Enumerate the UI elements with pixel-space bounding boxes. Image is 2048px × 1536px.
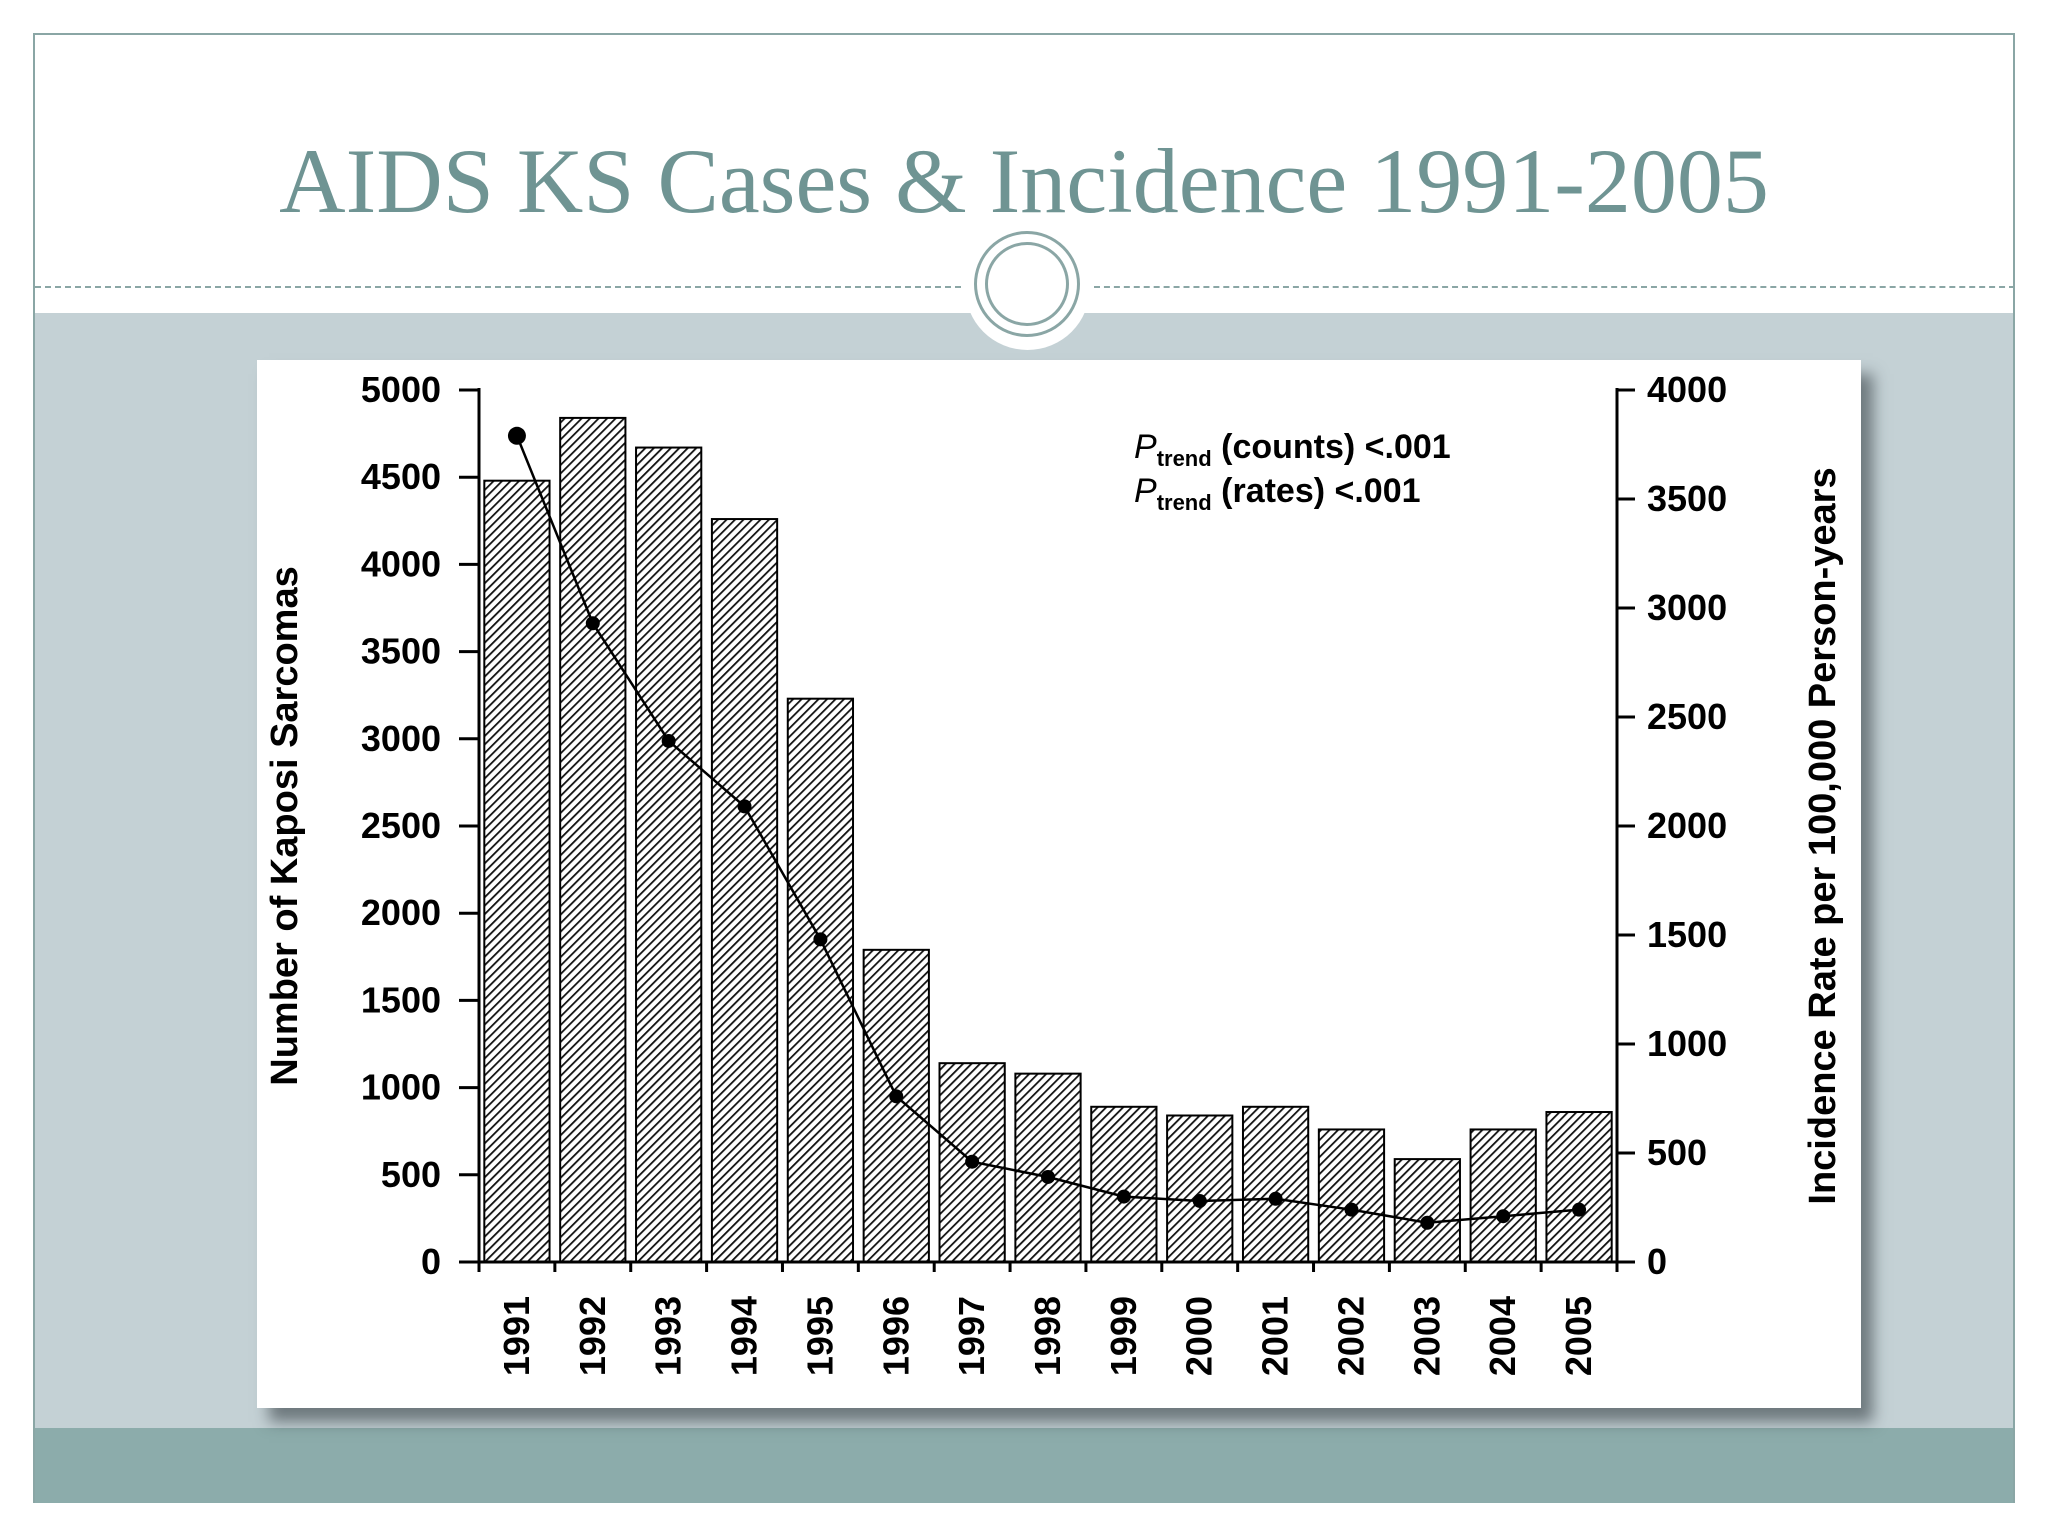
bar-1994: [710, 518, 779, 1263]
rate-point-1993: [661, 733, 676, 748]
rate-point-1992: [585, 616, 600, 631]
x-tick-label-1998: 1998: [1027, 1296, 1068, 1376]
x-tick-label-1997: 1997: [951, 1296, 992, 1376]
x-tick-label-1996: 1996: [875, 1296, 916, 1376]
x-tick-label-1995: 1995: [799, 1296, 840, 1376]
y-right-tick-label: 4000: [1647, 369, 1727, 410]
bar-2000: [1166, 1114, 1234, 1264]
y-left-tick-label: 3500: [361, 631, 441, 672]
y-right-tick-label: 3500: [1647, 478, 1727, 519]
y-axis-left-title: Number of Kaposi Sarcomas: [264, 566, 306, 1085]
y-right-tick-label: 2000: [1647, 805, 1727, 846]
rate-point-1998: [1041, 1169, 1055, 1184]
bar-1999: [1090, 1105, 1158, 1263]
bar-1998: [1014, 1072, 1082, 1264]
x-tick-label-1999: 1999: [1103, 1296, 1144, 1376]
y-left-tick-label: 500: [381, 1154, 441, 1195]
rate-point-2002: [1344, 1202, 1359, 1217]
y-left-tick-label: 2000: [361, 892, 441, 933]
y-axis-right-title: Incidence Rate per 100,000 Person-years: [1802, 467, 1844, 1204]
divider-line-right: [1094, 286, 2015, 288]
rate-point-2004: [1496, 1209, 1511, 1224]
y-left-tick-label: 3000: [361, 718, 441, 759]
y-right-tick-label: 0: [1647, 1241, 1667, 1282]
rate-point-2001: [1268, 1191, 1283, 1206]
rate-point-1991: [507, 426, 526, 445]
slide-title: AIDS KS Cases & Incidence 1991-2005: [279, 130, 1769, 232]
x-tick-label-2003: 2003: [1406, 1296, 1447, 1376]
x-tick-label-2002: 2002: [1330, 1296, 1371, 1376]
x-tick-label-2000: 2000: [1179, 1296, 1220, 1376]
bar-2003: [1393, 1158, 1461, 1263]
rate-point-1994: [737, 799, 752, 814]
y-right-tick-label: 3000: [1647, 587, 1727, 628]
rate-point-2003: [1420, 1215, 1435, 1230]
rate-point-1995: [813, 932, 828, 947]
rate-point-1997: [965, 1154, 980, 1169]
bar-2002: [1317, 1128, 1386, 1263]
slide-footer-band: [35, 1428, 2013, 1503]
y-right-tick-label: 500: [1647, 1132, 1707, 1173]
ornament-ring-inner: [985, 242, 1069, 326]
x-tick-label-2004: 2004: [1482, 1296, 1523, 1376]
bar-1991: [483, 479, 551, 1264]
bar-1995: [786, 697, 855, 1263]
bar-2001: [1241, 1105, 1310, 1263]
x-tick-label-1993: 1993: [648, 1296, 689, 1376]
y-left-tick-label: 1500: [361, 979, 441, 1020]
chart-panel: 0 500 1000 1500 2000 2500 3000 3500 4000 4500 5000…: [257, 360, 1861, 1408]
x-tick-label-1992: 1992: [572, 1296, 613, 1376]
divider-line-left: [35, 286, 961, 288]
x-tick-label-1991: 1991: [496, 1296, 537, 1376]
bar-2005: [1545, 1111, 1613, 1263]
p-trend-annotation: Ptrend (rates) <.001: [1134, 472, 1421, 515]
bar-1992: [559, 416, 627, 1264]
rate-point-2005: [1572, 1202, 1587, 1217]
y-right-tick-label: 2500: [1647, 696, 1727, 737]
rate-point-1999: [1116, 1189, 1131, 1204]
combo-chart: 0500100015002000250030003500400045005000…: [264, 369, 1844, 1376]
x-tick-label-1994: 1994: [724, 1296, 765, 1376]
y-left-tick-label: 4500: [361, 456, 441, 497]
bar-1996: [862, 948, 930, 1263]
bar-2004: [1469, 1128, 1537, 1263]
x-tick-label-2005: 2005: [1558, 1296, 1599, 1376]
x-tick-label-2001: 2001: [1255, 1296, 1296, 1376]
p-trend-annotation: Ptrend (counts) <.001: [1134, 428, 1451, 471]
y-left-tick-label: 1000: [361, 1067, 441, 1108]
y-right-tick-label: 1500: [1647, 914, 1727, 955]
rate-point-2000: [1192, 1193, 1207, 1208]
rate-point-1996: [889, 1089, 904, 1104]
y-left-tick-label: 4000: [361, 543, 441, 584]
y-left-tick-label: 2500: [361, 805, 441, 846]
y-left-tick-label: 0: [421, 1241, 441, 1282]
y-left-tick-label: 5000: [361, 369, 441, 410]
bar-1993: [635, 446, 703, 1263]
y-right-tick-label: 1000: [1647, 1023, 1727, 1064]
